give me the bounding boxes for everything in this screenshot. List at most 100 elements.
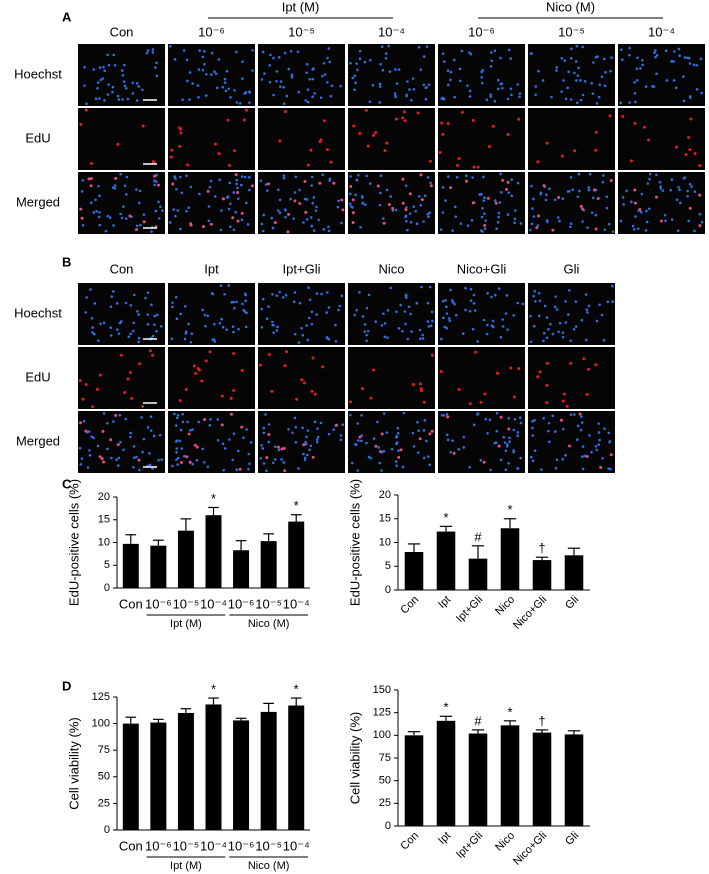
nucleus — [490, 59, 494, 63]
nucleus — [151, 51, 155, 54]
nucleus — [206, 465, 210, 469]
nucleus — [504, 468, 508, 472]
nucleus — [607, 467, 610, 470]
edu-nucleus — [283, 469, 287, 473]
nucleus — [445, 326, 449, 330]
nucleus — [104, 229, 108, 233]
nucleus — [401, 329, 404, 333]
nucleus — [170, 337, 174, 341]
nucleus — [221, 442, 225, 446]
nucleus — [518, 416, 522, 420]
nucleus — [201, 447, 205, 451]
edu-nucleus — [387, 202, 391, 206]
nucleus — [87, 430, 91, 433]
nucleus — [698, 212, 702, 216]
nucleus — [368, 100, 372, 104]
nucleus — [564, 453, 567, 457]
nucleus — [403, 310, 407, 313]
nucleus — [232, 228, 236, 232]
nucleus — [276, 209, 280, 212]
nucleus — [597, 95, 601, 99]
nucleus — [325, 336, 329, 339]
nucleus — [631, 224, 635, 228]
edu-nucleus — [98, 455, 102, 459]
nucleus — [497, 215, 500, 219]
nucleus — [597, 431, 601, 434]
edu-nucleus — [78, 379, 82, 383]
edu-nucleus — [545, 361, 549, 365]
nucleus — [700, 91, 703, 95]
nucleus — [89, 201, 93, 205]
edu-nucleus — [84, 108, 88, 112]
nucleus — [132, 445, 136, 448]
nucleus — [267, 440, 271, 444]
nucleus — [445, 412, 449, 416]
nucleus — [567, 70, 570, 74]
nucleus — [82, 419, 86, 423]
nucleus — [549, 322, 552, 326]
nucleus — [171, 301, 174, 304]
nucleus — [578, 189, 581, 193]
nucleus — [490, 324, 494, 328]
edu-nucleus — [568, 444, 572, 448]
x-tick-label: 10⁻⁶ — [145, 838, 172, 853]
nucleus — [126, 97, 130, 101]
nucleus — [507, 48, 511, 52]
nucleus — [98, 97, 101, 100]
edu-nucleus — [698, 224, 702, 228]
y-tick-label: 125 — [92, 691, 110, 703]
nucleus — [161, 209, 164, 212]
nucleus — [224, 89, 228, 93]
nucleus — [419, 203, 423, 207]
nucleus — [271, 323, 274, 327]
nucleus — [106, 93, 110, 96]
nucleus — [279, 85, 282, 89]
edu-nucleus — [408, 192, 412, 196]
edu-nucleus — [141, 124, 145, 128]
nucleus — [397, 327, 401, 330]
edu-nucleus — [537, 214, 541, 218]
nucleus — [137, 85, 141, 88]
nucleus — [277, 56, 281, 59]
nucleus — [513, 221, 516, 225]
nucleus — [674, 86, 678, 90]
nucleus — [188, 71, 192, 74]
nucleus — [509, 57, 513, 60]
edu-nucleus — [79, 122, 83, 126]
y-tick-label: 50 — [379, 775, 391, 787]
nucleus — [197, 95, 200, 99]
nucleus — [581, 93, 585, 97]
nucleus — [272, 331, 275, 334]
nucleus — [405, 296, 408, 299]
nucleus — [590, 81, 593, 85]
edu-nucleus — [561, 399, 565, 403]
edu-nucleus — [551, 228, 555, 232]
nucleus — [533, 289, 537, 293]
bar — [233, 720, 250, 830]
nucleus — [121, 73, 125, 77]
nucleus — [124, 301, 128, 305]
nucleus — [237, 327, 240, 331]
nucleus — [353, 74, 357, 78]
y-axis-label: Cell viability (%) — [66, 717, 81, 809]
nucleus — [305, 63, 309, 66]
nucleus — [597, 443, 601, 446]
nucleus — [512, 449, 515, 452]
nucleus — [395, 434, 399, 438]
nucleus — [208, 185, 212, 189]
edu-nucleus — [141, 404, 145, 408]
nucleus — [124, 417, 128, 421]
nucleus — [234, 50, 238, 54]
edu-nucleus — [91, 405, 95, 409]
nucleus — [547, 440, 551, 444]
nucleus — [441, 186, 445, 189]
nucleus — [555, 69, 558, 72]
nucleus — [262, 213, 266, 217]
edu-nucleus — [298, 201, 302, 205]
nucleus — [327, 47, 331, 50]
edu-nucleus — [491, 124, 495, 128]
nucleus — [181, 98, 184, 101]
bar — [150, 722, 167, 830]
nucleus — [394, 460, 398, 463]
nucleus — [690, 185, 693, 188]
